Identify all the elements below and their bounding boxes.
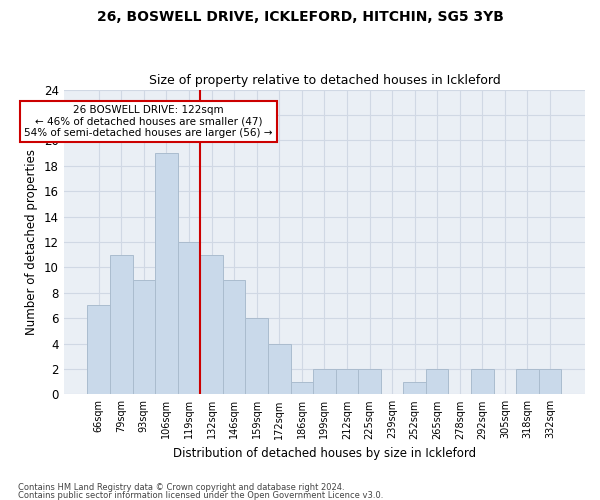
Bar	[516, 369, 539, 394]
Bar	[290, 382, 313, 394]
Title: Size of property relative to detached houses in Ickleford: Size of property relative to detached ho…	[149, 74, 500, 87]
Bar	[539, 369, 562, 394]
Bar	[155, 153, 178, 394]
Text: Contains HM Land Registry data © Crown copyright and database right 2024.: Contains HM Land Registry data © Crown c…	[18, 484, 344, 492]
X-axis label: Distribution of detached houses by size in Ickleford: Distribution of detached houses by size …	[173, 447, 476, 460]
Bar	[268, 344, 290, 394]
Bar	[223, 280, 245, 394]
Bar	[313, 369, 335, 394]
Bar	[178, 242, 200, 394]
Bar	[471, 369, 494, 394]
Bar	[426, 369, 448, 394]
Bar	[335, 369, 358, 394]
Text: 26 BOSWELL DRIVE: 122sqm
← 46% of detached houses are smaller (47)
54% of semi-d: 26 BOSWELL DRIVE: 122sqm ← 46% of detach…	[24, 105, 272, 138]
Bar	[358, 369, 381, 394]
Bar	[133, 280, 155, 394]
Text: Contains public sector information licensed under the Open Government Licence v3: Contains public sector information licen…	[18, 490, 383, 500]
Text: 26, BOSWELL DRIVE, ICKLEFORD, HITCHIN, SG5 3YB: 26, BOSWELL DRIVE, ICKLEFORD, HITCHIN, S…	[97, 10, 503, 24]
Bar	[110, 254, 133, 394]
Bar	[88, 306, 110, 394]
Bar	[245, 318, 268, 394]
Bar	[403, 382, 426, 394]
Bar	[200, 254, 223, 394]
Y-axis label: Number of detached properties: Number of detached properties	[25, 149, 38, 335]
